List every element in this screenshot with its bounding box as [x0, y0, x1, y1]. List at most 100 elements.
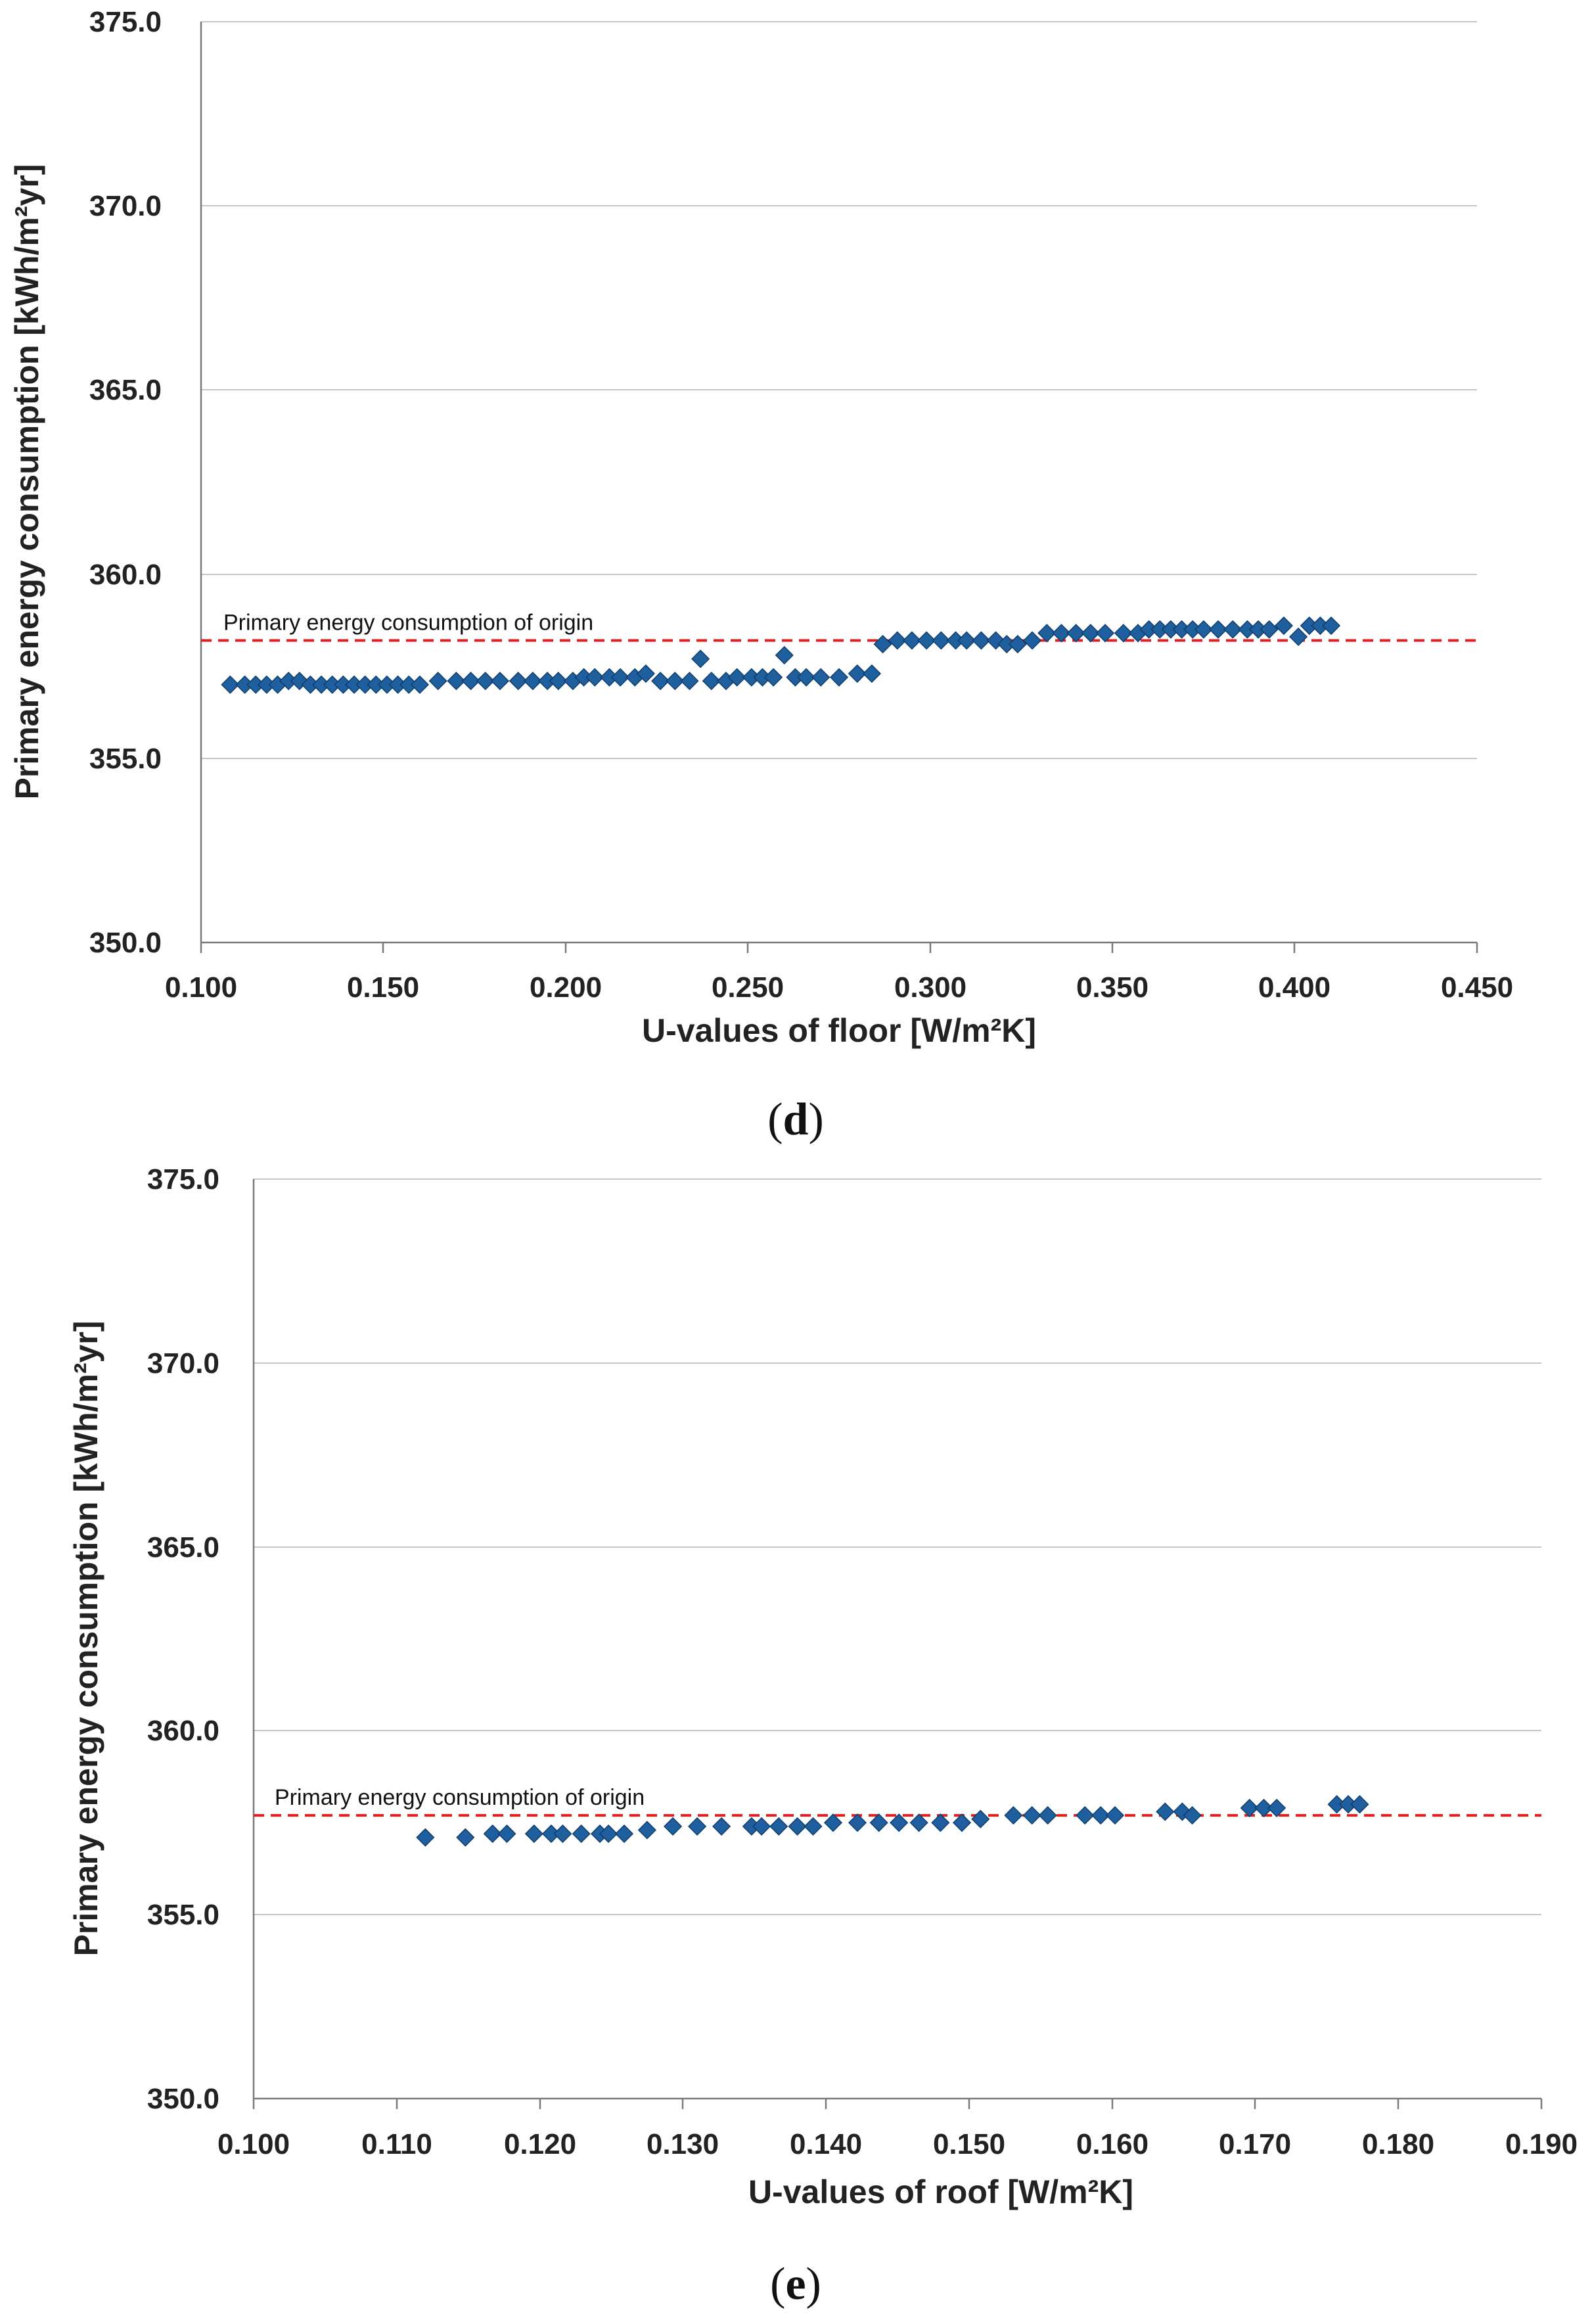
- data-point-roof-34: [1156, 1802, 1175, 1821]
- x-axis-title-roof: U-values of roof [W/m²K]: [748, 2173, 1133, 2210]
- data-point-roof-7: [572, 1824, 591, 1844]
- data-point-floor-57: [957, 631, 976, 650]
- x-tick-label-floor-0350: 0.350: [1076, 971, 1149, 1004]
- x-tick-label-floor-0150: 0.150: [347, 971, 419, 1004]
- chart-floor-x-tickmarks: [200, 942, 1478, 953]
- data-point-roof-1: [456, 1828, 475, 1847]
- y-tick-label-floor-365: 365.0: [89, 374, 162, 406]
- data-point-floor-44: [775, 645, 794, 664]
- reference-label-floor: Primary energy consumption of origin: [223, 610, 593, 635]
- data-point-floor-37: [691, 649, 710, 668]
- panel-label-roof-letter: e: [785, 2259, 806, 2310]
- data-point-floor-26: [549, 672, 568, 691]
- data-point-roof-13: [688, 1817, 707, 1836]
- data-point-roof-6: [553, 1824, 572, 1844]
- chart-roof-gridlines: [254, 1178, 1541, 1915]
- data-point-roof-33: [1105, 1806, 1125, 1825]
- x-tick-label-floor-0100: 0.100: [165, 971, 237, 1004]
- data-point-roof-38: [1254, 1798, 1273, 1817]
- chart-floor-points: [221, 616, 1341, 694]
- y-tick-label-roof-360: 360.0: [147, 1715, 219, 1747]
- x-tick-label-roof-0170: 0.170: [1219, 2128, 1291, 2160]
- y-tick-label-floor-350: 350.0: [89, 927, 162, 959]
- data-point-roof-12: [664, 1817, 683, 1836]
- x-tick-label-roof-0150: 0.150: [933, 2128, 1005, 2160]
- x-tick-label-roof-0160: 0.160: [1076, 2128, 1149, 2160]
- data-point-floor-43: [764, 668, 783, 687]
- data-point-floor-17: [410, 675, 429, 694]
- data-point-roof-4: [524, 1824, 543, 1844]
- x-axis-title-floor: U-values of floor [W/m²K]: [642, 1012, 1036, 1049]
- x-tick-label-floor-0400: 0.400: [1258, 971, 1330, 1004]
- data-point-floor-29: [585, 668, 604, 687]
- data-point-roof-19: [804, 1817, 823, 1836]
- x-tick-label-floor-0450: 0.450: [1441, 971, 1513, 1004]
- data-point-roof-25: [931, 1813, 950, 1832]
- data-point-floor-36: [680, 672, 699, 691]
- data-point-roof-32: [1091, 1806, 1110, 1825]
- chart-floor: 375.0 370.0 365.0 360.0 355.0 350.0 0.10…: [9, 6, 1513, 1145]
- x-tick-label-roof-0180: 0.180: [1362, 2128, 1434, 2160]
- data-point-floor-18: [428, 672, 447, 691]
- data-point-floor-61: [1008, 635, 1027, 654]
- data-point-floor-35: [666, 672, 685, 691]
- chart-roof-x-tickmarks: [252, 2099, 1543, 2109]
- y-tick-label-floor-370: 370.0: [89, 190, 162, 222]
- chart-floor-x-tick-labels: 0.100 0.150 0.200 0.250 0.300 0.350 0.40…: [165, 971, 1513, 1004]
- y-tick-label-floor-375: 375.0: [89, 6, 162, 38]
- data-point-roof-31: [1076, 1806, 1095, 1825]
- x-tick-label-roof-0100: 0.100: [217, 2128, 290, 2160]
- data-point-floor-0: [221, 675, 240, 694]
- data-point-floor-76: [1208, 620, 1228, 639]
- data-point-floor-47: [811, 668, 830, 687]
- data-point-floor-81: [1274, 616, 1293, 636]
- data-point-roof-17: [769, 1817, 788, 1836]
- y-tick-label-roof-365: 365.0: [147, 1531, 219, 1564]
- y-tick-label-roof-355: 355.0: [147, 1899, 219, 1931]
- data-point-roof-3: [497, 1824, 516, 1844]
- data-point-roof-24: [909, 1813, 928, 1832]
- data-point-floor-82: [1289, 627, 1308, 646]
- data-point-roof-21: [848, 1813, 867, 1832]
- data-point-floor-85: [1321, 616, 1341, 636]
- x-tick-label-floor-0200: 0.200: [530, 971, 602, 1004]
- panel-label-floor-letter: d: [783, 1094, 809, 1145]
- data-point-roof-0: [416, 1828, 435, 1847]
- data-point-floor-53: [902, 631, 922, 650]
- data-point-floor-23: [509, 672, 528, 691]
- data-point-roof-36: [1183, 1806, 1202, 1825]
- data-point-floor-63: [1037, 624, 1057, 643]
- x-tick-label-floor-0250: 0.250: [712, 971, 784, 1004]
- data-point-roof-14: [712, 1817, 731, 1836]
- y-axis-title-roof: Primary energy consumption [kWh/m²yr]: [68, 1321, 104, 1957]
- chart-roof-y-tick-labels: 375.0 370.0 365.0 360.0 355.0 350.0: [147, 1163, 219, 2115]
- data-point-roof-18: [788, 1817, 807, 1836]
- data-point-roof-11: [637, 1821, 656, 1840]
- data-point-floor-31: [611, 668, 630, 687]
- data-point-floor-51: [873, 635, 892, 654]
- data-point-floor-62: [1023, 631, 1042, 650]
- chart-roof: 375.0 370.0 365.0 360.0 355.0 350.0 0.10…: [68, 1163, 1578, 2310]
- data-point-roof-10: [614, 1824, 634, 1844]
- y-axis-title-floor: Primary energy consumption [kWh/m²yr]: [9, 164, 45, 800]
- data-point-floor-58: [972, 631, 991, 650]
- data-point-floor-20: [461, 672, 480, 691]
- data-point-floor-68: [1114, 624, 1133, 643]
- chart-roof-points: [416, 1795, 1369, 1847]
- y-tick-label-roof-370: 370.0: [147, 1347, 219, 1380]
- data-point-roof-23: [890, 1813, 909, 1832]
- data-point-floor-38: [702, 672, 721, 691]
- y-tick-label-floor-360: 360.0: [89, 559, 162, 591]
- data-point-roof-27: [971, 1809, 990, 1828]
- y-tick-label-roof-350: 350.0: [147, 2083, 219, 2115]
- data-point-roof-16: [752, 1817, 771, 1836]
- data-point-floor-48: [829, 668, 849, 687]
- data-point-floor-75: [1194, 620, 1213, 639]
- data-point-roof-9: [599, 1824, 618, 1844]
- data-point-floor-66: [1081, 624, 1100, 643]
- data-point-roof-29: [1022, 1806, 1041, 1825]
- chart-floor-y-tick-labels: 375.0 370.0 365.0 360.0 355.0 350.0: [89, 6, 162, 959]
- data-point-roof-2: [483, 1824, 502, 1844]
- panel-label-roof: (e): [770, 2259, 821, 2310]
